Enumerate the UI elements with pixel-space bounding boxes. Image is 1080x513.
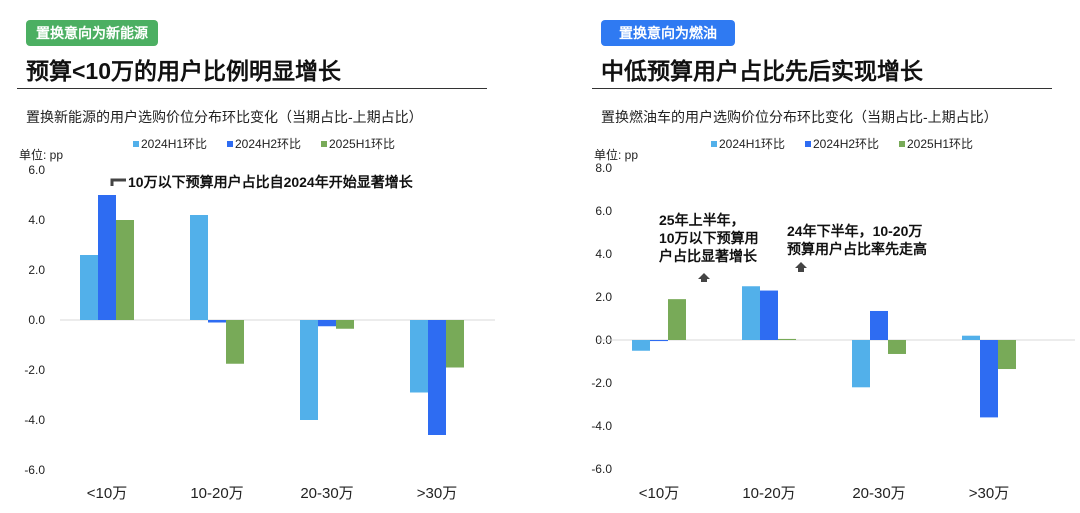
arrow-up-icon [795, 262, 807, 272]
left-panel: 置换意向为新能源 预算<10万的用户比例明显增长 置换新能源的用户选购价位分布环… [17, 20, 487, 162]
left-divider [17, 88, 487, 89]
right-title: 中低预算用户占比先后实现增长 [601, 58, 923, 84]
annotation-text: 10万以下预算用户占比自2024年开始显著增长 [128, 174, 414, 190]
right-divider [592, 88, 1052, 89]
y-tick-label: -2.0 [591, 376, 612, 390]
left-unit: 单位: pp [19, 148, 64, 162]
bar [998, 340, 1016, 370]
bar [80, 255, 98, 320]
right-unit: 单位: pp [594, 148, 639, 162]
bar [760, 290, 778, 340]
y-tick-label: 2.0 [595, 290, 612, 304]
annotation-text: 10万以下预算用 [659, 230, 759, 246]
right-panel: 置换意向为燃油 中低预算用户占比先后实现增长 置换燃油车的用户选购价位分布环比变… [540, 0, 1080, 513]
arrow-up-icon [698, 273, 710, 282]
legend-label: 2024H1环比 [141, 137, 207, 151]
legend-swatch [899, 141, 905, 147]
y-tick-label: 4.0 [28, 213, 45, 227]
y-tick-label: -6.0 [24, 463, 45, 477]
annotation-text: 24年下半年，10-20万 [787, 223, 922, 239]
category-label: 20-30万 [852, 485, 905, 502]
legend-label: 2025H1环比 [907, 137, 973, 151]
legend-label: 2024H2环比 [235, 137, 301, 151]
legend-swatch [133, 141, 139, 147]
left-title: 预算<10万的用户比例明显增长 [26, 58, 342, 84]
bar [446, 320, 464, 368]
bar [870, 310, 888, 340]
annotation-text: 预算用户占比率先走高 [787, 241, 927, 257]
tag-fuel: 置换意向为燃油 [601, 20, 735, 46]
bar [888, 340, 906, 354]
bar [650, 340, 668, 342]
bar [778, 338, 796, 340]
y-tick-label: -4.0 [24, 413, 45, 427]
category-label: <10万 [87, 485, 127, 502]
legend-swatch [805, 141, 811, 147]
y-tick-label: 6.0 [28, 163, 45, 177]
bar [962, 335, 980, 340]
bar [428, 320, 446, 435]
bar [336, 320, 354, 329]
bar [852, 340, 870, 388]
bar [632, 340, 650, 351]
category-label: 20-30万 [300, 485, 353, 502]
y-tick-label: 2.0 [28, 263, 45, 277]
category-label: >30万 [417, 485, 457, 502]
legend-label: 2025H1环比 [329, 137, 395, 151]
left-subtitle: 置换新能源的用户选购价位分布环比变化（当期占比-上期占比） [26, 109, 423, 125]
bar [208, 320, 226, 323]
bar [116, 220, 134, 320]
category-label: 10-20万 [190, 485, 243, 502]
y-tick-label: -4.0 [591, 419, 612, 433]
bar [98, 195, 116, 320]
category-label: 10-20万 [742, 485, 795, 502]
legend-swatch [711, 141, 717, 147]
tag-new-energy: 置换意向为新能源 [26, 20, 158, 46]
bar [190, 215, 208, 320]
bar [226, 320, 244, 364]
y-tick-label: -6.0 [591, 462, 612, 476]
bar [318, 320, 336, 327]
bar [410, 320, 428, 393]
category-label: <10万 [639, 485, 679, 502]
bar [742, 286, 760, 340]
annotation-arrow-icon [110, 178, 126, 186]
bar [668, 299, 686, 340]
y-tick-label: 0.0 [28, 313, 45, 327]
bar [300, 320, 318, 420]
annotation-text: 户占比显著增长 [659, 248, 758, 264]
right-subtitle: 置换燃油车的用户选购价位分布环比变化（当期占比-上期占比） [601, 109, 998, 125]
legend-label: 2024H1环比 [719, 137, 785, 151]
category-label: >30万 [969, 485, 1009, 502]
y-tick-label: 4.0 [595, 247, 612, 261]
legend-swatch [227, 141, 233, 147]
legend-swatch [321, 141, 327, 147]
annotation-text: 25年上半年， [659, 212, 745, 228]
y-tick-label: 6.0 [595, 204, 612, 218]
y-tick-label: -2.0 [24, 363, 45, 377]
legend-label: 2024H2环比 [813, 137, 879, 151]
y-tick-label: 8.0 [595, 161, 612, 175]
bar [980, 340, 998, 418]
